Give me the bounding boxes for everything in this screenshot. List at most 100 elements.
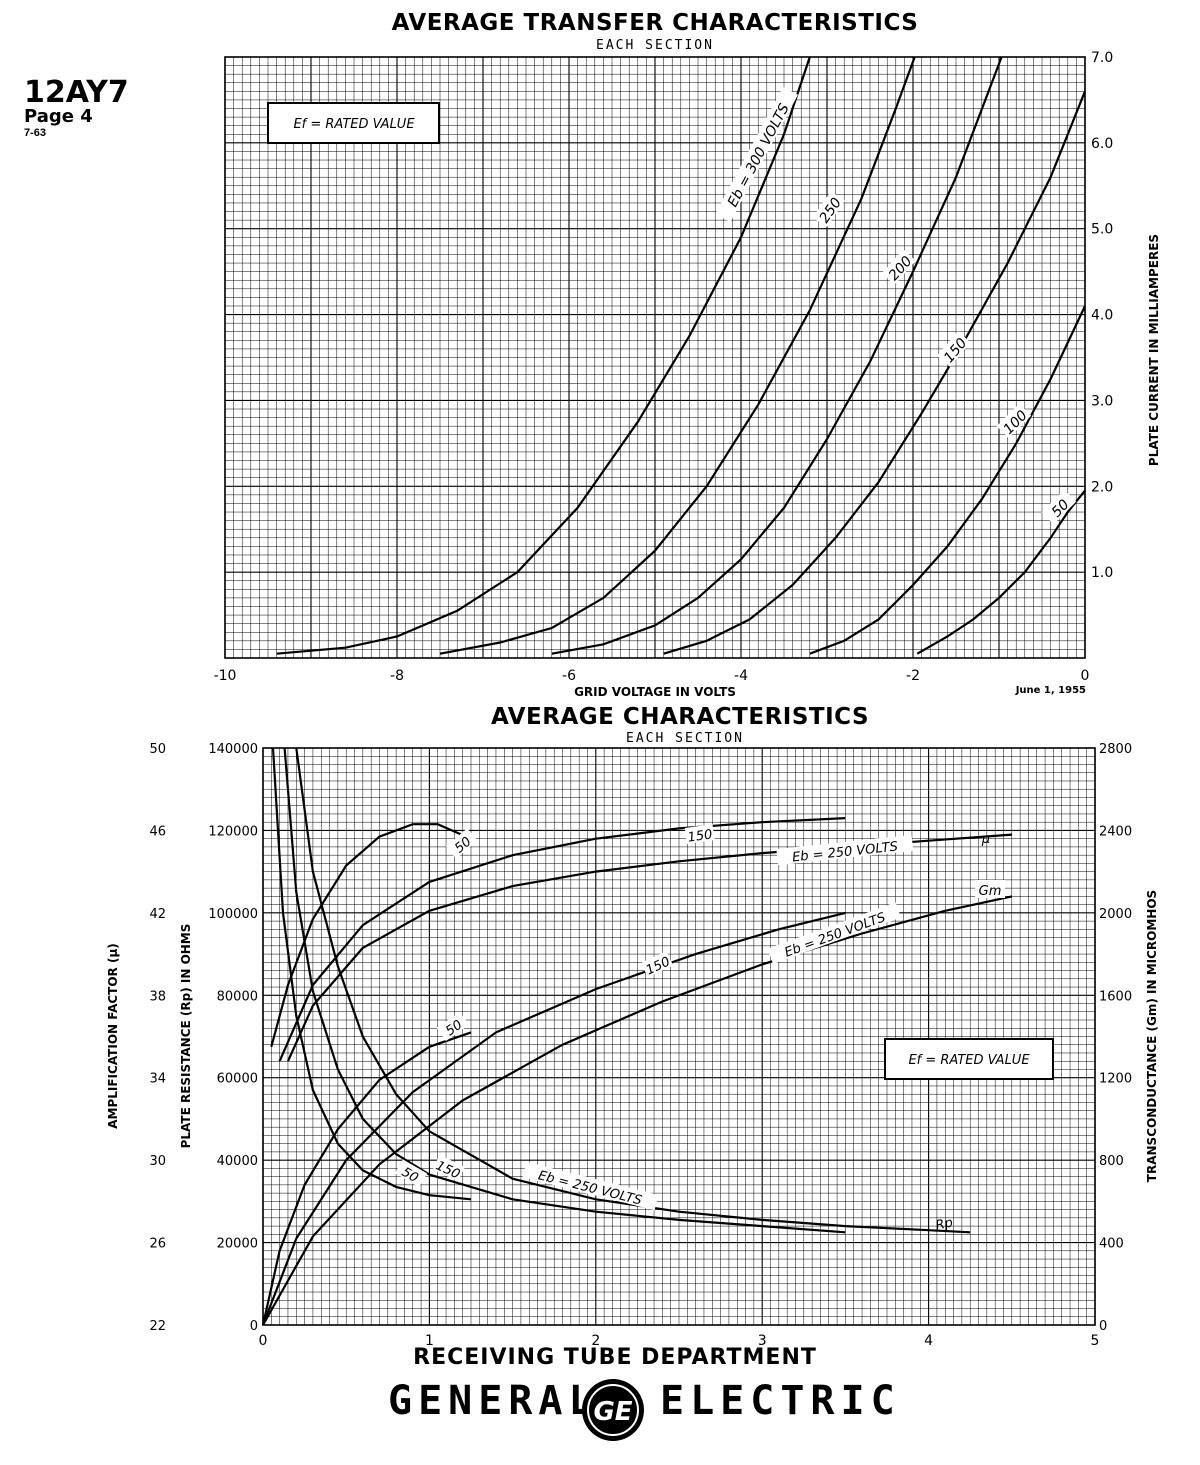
chart2-mu-tick-label: 46 — [149, 824, 166, 839]
chart2-gm-tick-label: 400 — [1099, 1237, 1124, 1252]
chart2-mu-tick-label: 34 — [149, 1072, 166, 1087]
chart2-gm-tick-label: 0 — [1099, 1319, 1107, 1334]
chart2-ticks: 0 1 2 3 4 50200004000060000800001000001200001… — [106, 742, 1159, 1345]
chart1-series-line-4 — [809, 305, 1086, 655]
chart1-series-label-bg — [881, 249, 916, 285]
chart2-mu-tick-label: 26 — [149, 1237, 166, 1252]
chart2-note-box — [884, 1038, 1054, 1080]
chart2-series-line-mu-0 — [270, 823, 472, 1048]
page-number: Page 4 — [24, 106, 93, 127]
chart1-x-tick-label: -6 — [562, 668, 576, 684]
chart2-mu-tick-label: 38 — [149, 989, 166, 1004]
chart1-series-label-bg — [1041, 489, 1077, 525]
chart2-series-line-rp-8 — [295, 747, 971, 1234]
chart2-series-label: 50 — [399, 1165, 421, 1186]
chart2-rp-tick-label: 60000 — [217, 1072, 258, 1087]
chart1-y-axis-label: PLATE CURRENT IN MILLIAMPERES — [1147, 234, 1161, 466]
chart2-title: AVERAGE CHARACTERISTICS — [490, 704, 870, 730]
chart2-series-label-bg — [767, 902, 901, 964]
chart2-mu-tick-label: 50 — [149, 742, 166, 757]
chart1-note: Ef = RATED VALUE — [293, 117, 415, 132]
chart1-x-tick-label: -8 — [390, 668, 404, 684]
chart2-series-line-gm-5 — [262, 895, 1013, 1326]
chart2-grid — [262, 747, 1096, 1326]
chart2-x-tick-label: 4 — [924, 1333, 933, 1345]
chart2-gm-label-bg — [975, 880, 1005, 898]
chart1-series-label-bg — [812, 191, 845, 228]
chart2-rp-tick-label: 120000 — [208, 824, 258, 839]
chart2-series-label-bg — [776, 834, 914, 866]
chart2-mu-axis-label: AMPLIFICATION FACTOR (μ) — [106, 943, 120, 1129]
chart1-x-axis-label: GRID VOLTAGE IN VOLTS — [574, 685, 736, 699]
chart1-series-line-2 — [551, 56, 1003, 655]
charts-svg: -10 -8 -6 -4 -2 0 1.0 2.0 3.0 4.0 5.0 6.0 7.0 GRID VO… — [106, 50, 1161, 1345]
chart2-series-line-mu-1 — [278, 817, 846, 1062]
chart1-note-box — [267, 102, 440, 144]
chart2-gm-label: Gm — [979, 884, 1002, 899]
chart1-y-tick-label: 2.0 — [1091, 479, 1113, 495]
chart2-x-tick-label: 3 — [758, 1333, 767, 1345]
chart2-mu-tick-label: 42 — [149, 907, 166, 922]
chart2-x-tick-label: 2 — [591, 1333, 600, 1345]
chart1-y-tick-label: 5.0 — [1091, 222, 1113, 238]
chart2-series-line-gm-3 — [261, 1031, 472, 1326]
chart1-series-line-5 — [916, 489, 1086, 655]
chart2-note: Ef = RATED VALUE — [908, 1053, 1030, 1068]
chart1-x-tick-label: -2 — [906, 668, 920, 684]
chart1-series-label-bg — [937, 331, 971, 367]
chart1-series-line-1 — [439, 56, 916, 655]
brand-word-right: ELECTRIC — [660, 1378, 901, 1424]
chart1-series-line-3 — [663, 90, 1087, 655]
chart1-y-tick-label: 1.0 — [1091, 565, 1113, 581]
chart2-gm-tick-label: 1200 — [1099, 1072, 1132, 1087]
chart2-series-label-bg — [522, 1161, 659, 1211]
chart1-grid-frame — [224, 56, 1086, 659]
chart2-rp-tick-label: 80000 — [217, 989, 258, 1004]
chart2-series — [261, 747, 1013, 1326]
chart2-series-label-bg — [684, 824, 715, 844]
chart1-x-tick-label: -4 — [734, 668, 748, 684]
chart2-gm-tick-label: 1600 — [1099, 989, 1132, 1004]
chart2-series-label: 150 — [687, 827, 714, 845]
chart2-rp-tick-label: 100000 — [208, 907, 258, 922]
chart1-series-label-bg — [715, 86, 798, 222]
chart2-rp-tick-label: 20000 — [217, 1237, 258, 1252]
chart1-x-tick-label: 0 — [1081, 668, 1090, 684]
ge-logo-text: GE — [593, 1397, 632, 1427]
chart2-series-line-rp-7 — [283, 747, 846, 1234]
chart1-date: June 1, 1955 — [1015, 685, 1086, 696]
chart1-series-label-bg — [996, 403, 1032, 439]
chart2-series-label-bg — [445, 828, 478, 859]
chart2-series-label: Eb = 250 VOLTS — [783, 910, 888, 960]
chart2-x-tick-label: 5 — [1091, 1333, 1100, 1345]
brand-word-left: GENERAL — [388, 1378, 599, 1424]
date-code: 7-63 — [24, 127, 47, 139]
chart2-gm-tick-label: 2000 — [1099, 907, 1132, 922]
chart2-gm-tick-label: 800 — [1099, 1154, 1124, 1169]
chart2-subtitle: EACH SECTION — [626, 731, 744, 746]
chart1-y-tick-label: 6.0 — [1091, 136, 1113, 152]
chart2-mu-tick-label: 22 — [149, 1319, 166, 1334]
chart2-rp-tick-label: 0 — [250, 1319, 258, 1334]
chart1-title: AVERAGE TRANSFER CHARACTERISTICS — [391, 10, 919, 36]
chart1-y-tick-label: 4.0 — [1091, 308, 1113, 324]
chart1-series — [276, 56, 1087, 655]
chart2-series-label-bg — [432, 1155, 465, 1182]
chart1-grid — [224, 56, 1086, 659]
chart1-x-tick-label: -10 — [214, 668, 237, 684]
chart1-subtitle: EACH SECTION — [596, 38, 714, 53]
chart1-series-line-0 — [276, 56, 811, 655]
chart2-series-line-mu-2 — [286, 833, 1012, 1062]
chart2-gm-tick-label: 2800 — [1099, 742, 1132, 757]
chart2-series-label-bg — [436, 1011, 469, 1041]
chart2-series-label-bg — [641, 951, 674, 978]
chart2-grid-frame — [262, 747, 1096, 1326]
chart2-mu-tick-label: 30 — [149, 1154, 166, 1169]
chart2-series-label-bg — [394, 1159, 428, 1188]
department-name: RECEIVING TUBE DEPARTMENT — [413, 1345, 817, 1370]
chart2-gm-tick-label: 2400 — [1099, 824, 1132, 839]
chart1-y-tick-label: 7.0 — [1091, 50, 1113, 66]
chart2-rp-label: Rp — [934, 1215, 954, 1233]
chart2-x-tick-label: 0 — [259, 1333, 268, 1345]
